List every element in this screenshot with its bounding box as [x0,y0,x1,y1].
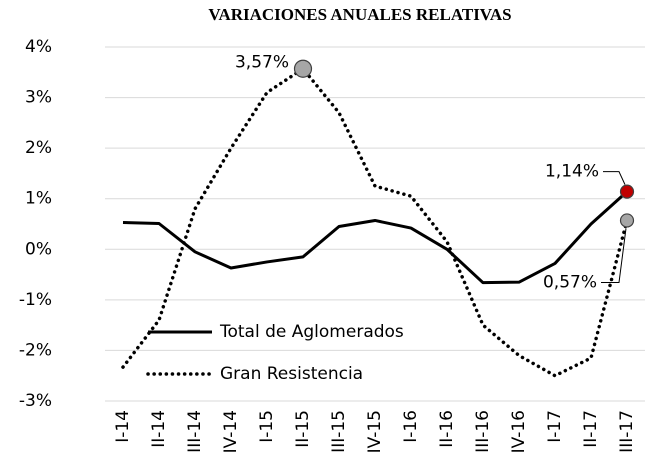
x-tick-label: II-17 [581,410,601,448]
x-tick-label: I-15 [257,410,277,443]
y-tick-label: -2% [19,340,52,360]
y-tick-label: 1% [25,189,52,209]
y-tick-label: 3% [25,88,52,108]
x-tick-label: III-17 [617,410,637,453]
x-tick-label: III-14 [185,410,205,453]
data-label: 1,14% [545,162,599,182]
y-tick-label: -1% [19,290,52,310]
x-tick-label: I-14 [113,410,133,443]
x-tick-label: II-16 [437,410,457,448]
legend-label: Gran Resistencia [220,364,363,384]
chart-title: VARIACIONES ANUALES RELATIVAS [208,5,511,24]
y-tick-label: 0% [25,239,52,259]
data-label: 0,57% [543,272,597,292]
x-tick-label: IV-16 [509,410,529,453]
data-marker [619,213,635,228]
x-tick-label: II-14 [149,410,169,448]
x-tick-label: I-17 [545,410,565,443]
y-tick-label: 2% [25,138,52,158]
data-label: 3,57% [235,53,289,73]
data-marker [293,59,313,78]
x-tick-label: I-16 [401,410,421,443]
leader-line [601,228,627,283]
y-tick-label: 4% [25,37,52,57]
x-tick-label: II-15 [293,410,313,448]
y-tick-label: -3% [19,391,52,411]
x-tick-label: IV-15 [365,410,385,453]
x-tick-label: IV-14 [221,410,241,453]
series-line [122,190,629,285]
legend-label: Total de Aglomerados [219,322,404,342]
series-line [121,66,629,378]
x-tick-label: III-15 [329,410,349,453]
leader-line [603,171,626,185]
x-tick-label: III-16 [473,410,493,453]
data-marker [619,184,635,199]
